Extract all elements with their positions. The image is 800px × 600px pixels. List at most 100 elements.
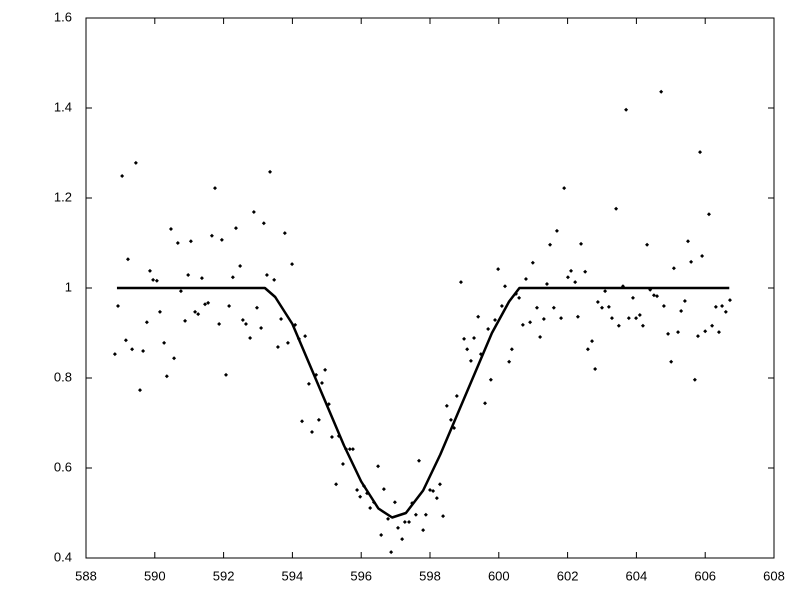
y-tick-label: 1 [65, 279, 72, 294]
data-point [206, 300, 211, 305]
data-point [488, 377, 493, 382]
data-point [569, 268, 574, 273]
data-point [583, 269, 588, 274]
data-point [275, 344, 280, 349]
data-point [431, 488, 436, 493]
x-tick-label: 602 [557, 568, 579, 583]
x-tick-label: 606 [694, 568, 716, 583]
data-point [626, 316, 631, 321]
data-point [637, 313, 642, 317]
data-point [303, 334, 308, 339]
data-point [695, 334, 700, 339]
data-point [520, 322, 525, 327]
data-point [290, 262, 295, 267]
data-point [203, 302, 208, 307]
data-point [268, 169, 273, 174]
data-point [458, 280, 463, 285]
data-point [530, 260, 535, 265]
data-point [238, 263, 243, 268]
data-point [164, 374, 169, 379]
data-point [727, 298, 732, 303]
data-point [115, 304, 120, 308]
data-point [468, 358, 473, 363]
data-point [710, 323, 715, 328]
data-point [227, 304, 232, 308]
y-tick-label: 1.6 [54, 9, 72, 24]
data-point [579, 241, 584, 246]
data-point [600, 305, 604, 310]
data-point [595, 299, 600, 304]
data-point [188, 239, 193, 244]
data-point [358, 494, 363, 499]
data-point [334, 482, 339, 487]
data-point [423, 512, 428, 517]
data-point [486, 326, 491, 331]
data-point [196, 312, 201, 317]
data-point [157, 309, 162, 314]
data-point [199, 276, 204, 281]
data-point [671, 266, 676, 271]
data-point [138, 388, 143, 393]
data-point [544, 281, 549, 286]
y-tick-label: 0.8 [54, 369, 72, 384]
data-point [444, 403, 449, 408]
data-point [507, 359, 512, 364]
data-point [603, 289, 608, 294]
data-point [396, 525, 401, 530]
data-point [682, 299, 687, 304]
data-point [593, 367, 598, 371]
x-tick-label: 588 [75, 568, 97, 583]
data-point [523, 277, 528, 281]
data-point [421, 528, 426, 533]
data-point [541, 317, 546, 322]
data-point [679, 308, 684, 313]
data-point [209, 233, 214, 238]
data-point [441, 514, 446, 519]
data-point [376, 464, 381, 469]
x-tick-label: 600 [488, 568, 510, 583]
data-point [230, 275, 235, 280]
data-point [386, 516, 391, 521]
data-point [666, 331, 671, 336]
data-point [162, 340, 167, 345]
data-point [434, 496, 439, 501]
fit-line [116, 286, 730, 519]
data-point [233, 226, 238, 231]
data-point [496, 267, 501, 272]
data-point [379, 533, 384, 538]
x-tick-label: 596 [350, 568, 372, 583]
data-point [624, 107, 629, 112]
data-point [551, 305, 556, 310]
y-tick-label: 0.6 [54, 459, 72, 474]
data-point [517, 295, 522, 300]
data-point [692, 377, 697, 382]
data-point [219, 237, 224, 242]
data-point [562, 186, 567, 191]
data-point [120, 173, 125, 178]
data-point [502, 284, 507, 289]
data-point [279, 317, 284, 322]
data-point [462, 336, 467, 341]
y-tick-label: 1.2 [54, 189, 72, 204]
data-point [175, 241, 180, 245]
data-point [483, 401, 488, 406]
data-point [282, 231, 287, 236]
data-point [614, 206, 619, 211]
data-point [659, 89, 664, 94]
data-point [329, 434, 334, 439]
data-point [416, 458, 421, 463]
y-tick-label: 1.4 [54, 99, 72, 114]
data-point [402, 520, 407, 524]
data-point [319, 380, 324, 385]
data-point [548, 242, 553, 247]
data-point [217, 322, 222, 326]
data-point [123, 338, 128, 343]
data-point [616, 323, 621, 328]
data-point [310, 430, 315, 434]
data-point [259, 326, 264, 331]
data-point [554, 228, 559, 233]
data-point [590, 339, 595, 344]
data-point [141, 349, 146, 353]
data-point [559, 316, 564, 321]
